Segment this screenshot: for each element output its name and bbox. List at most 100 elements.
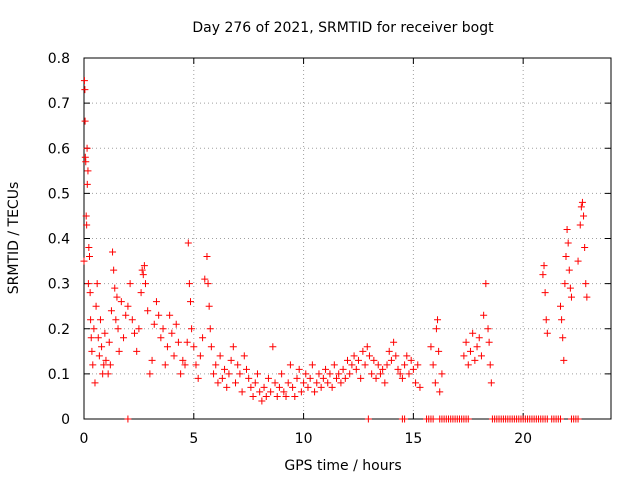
data-point [206, 325, 214, 333]
data-point [543, 329, 551, 337]
data-point [475, 334, 483, 342]
data-point [319, 374, 327, 382]
data-point [381, 379, 389, 387]
data-point [159, 325, 167, 333]
data-point [326, 370, 334, 378]
data-point [577, 203, 585, 211]
data-point [562, 253, 570, 261]
data-point [282, 392, 290, 400]
data-point [365, 352, 373, 360]
data-point [339, 365, 347, 373]
data-point [267, 388, 275, 396]
data-point [80, 77, 88, 85]
data-point [427, 343, 435, 351]
data-point [368, 370, 376, 378]
data-point [582, 280, 590, 288]
data-point [183, 338, 191, 346]
data-point [207, 343, 215, 351]
data-point [357, 374, 365, 382]
data-point [348, 361, 356, 369]
data-point [249, 392, 257, 400]
data-point [188, 325, 196, 333]
y-tick-label: 0.7 [48, 96, 70, 112]
data-point [429, 361, 437, 369]
data-point [212, 361, 220, 369]
data-point [110, 266, 118, 274]
data-point [238, 388, 246, 396]
data-point [218, 374, 226, 382]
data-point [414, 361, 422, 369]
y-tick-label: 0.6 [48, 141, 70, 157]
data-point [203, 253, 211, 261]
data-point [109, 248, 117, 256]
data-point [480, 311, 488, 319]
data-point [260, 383, 268, 391]
data-point [431, 379, 439, 387]
y-tick-label: 0.5 [48, 186, 70, 202]
data-point [429, 415, 437, 423]
data-point [225, 370, 233, 378]
data-point [210, 370, 218, 378]
data-point [344, 356, 351, 364]
data-point [401, 415, 409, 423]
data-point [81, 86, 89, 94]
data-point [306, 374, 314, 382]
y-axis-label: SRMTID / TECUs [6, 182, 22, 295]
data-point [82, 212, 90, 220]
data-point [359, 347, 367, 355]
data-point [387, 356, 395, 364]
data-point [144, 307, 152, 315]
data-point [350, 352, 358, 360]
data-point [435, 347, 443, 355]
data-point [242, 365, 250, 373]
data-point [278, 370, 286, 378]
data-point [152, 298, 160, 306]
data-point [240, 352, 248, 360]
data-point [304, 383, 312, 391]
x-tick-label: 0 [80, 431, 89, 447]
y-tick-label: 0 [61, 412, 70, 428]
data-point [469, 329, 477, 337]
data-point [376, 370, 384, 378]
data-point [214, 379, 222, 387]
data-point [107, 307, 115, 315]
data-point [192, 361, 200, 369]
data-point [333, 374, 341, 382]
data-point [199, 334, 207, 342]
data-point [88, 347, 96, 355]
data-point [168, 329, 176, 337]
data-point [313, 379, 321, 387]
data-point [295, 365, 303, 373]
data-point [337, 379, 345, 387]
data-point [372, 374, 380, 382]
data-point [95, 352, 103, 360]
data-point [416, 383, 424, 391]
data-point [117, 298, 125, 306]
data-point [291, 392, 299, 400]
data-point [324, 379, 332, 387]
data-point [141, 280, 149, 288]
data-point [556, 415, 564, 423]
data-point [286, 361, 294, 369]
data-point [392, 352, 400, 360]
data-point [328, 383, 336, 391]
data-point [111, 284, 119, 292]
data-point [346, 370, 354, 378]
data-point [542, 316, 550, 324]
data-point [146, 370, 154, 378]
data-point [194, 374, 202, 382]
data-point [131, 329, 139, 337]
data-point [539, 271, 547, 279]
data-point [394, 365, 402, 373]
data-point [401, 361, 409, 369]
data-point [245, 374, 253, 382]
data-point [105, 338, 113, 346]
data-point [84, 280, 92, 288]
data-point [354, 356, 362, 364]
data-point [396, 370, 404, 378]
y-tick-label: 0.4 [48, 232, 70, 248]
data-point [541, 289, 549, 297]
x-tick-label: 10 [295, 431, 313, 447]
data-point [251, 379, 259, 387]
data-point [100, 361, 108, 369]
